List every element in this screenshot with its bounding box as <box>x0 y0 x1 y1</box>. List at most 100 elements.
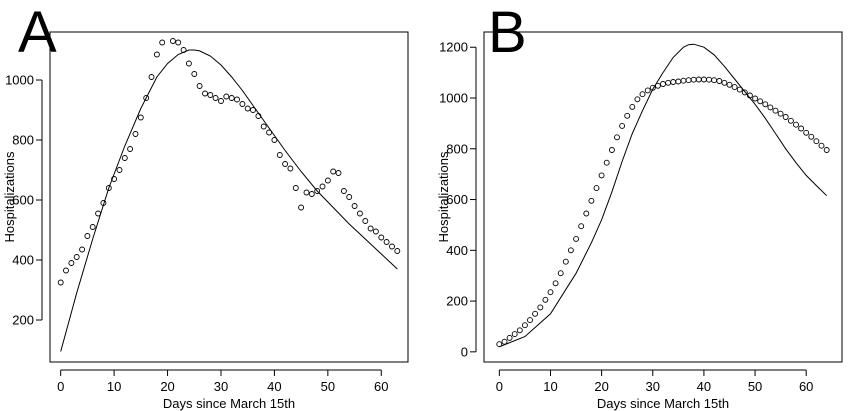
data-point <box>752 95 759 102</box>
data-point <box>685 77 692 84</box>
data-point <box>223 93 230 100</box>
data-point <box>196 83 203 89</box>
data-point <box>319 183 326 190</box>
data-point <box>772 107 779 114</box>
data-point <box>608 147 615 153</box>
data-point <box>501 338 508 345</box>
data-point <box>185 60 192 67</box>
data-point <box>266 129 273 136</box>
data-point <box>624 112 631 119</box>
data-point <box>282 161 289 167</box>
data-point <box>639 91 646 98</box>
data-point <box>303 189 310 196</box>
x-tick-label: 0 <box>57 379 64 394</box>
data-point <box>372 228 379 235</box>
data-point <box>787 117 794 124</box>
data-point <box>89 224 96 230</box>
data-point <box>362 218 369 224</box>
data-point <box>260 123 267 130</box>
data-point <box>557 270 564 277</box>
data-point <box>777 110 784 117</box>
data-point <box>532 310 539 317</box>
data-point <box>511 331 518 338</box>
data-point <box>351 203 358 209</box>
data-point <box>105 185 112 191</box>
x-tick-label: 40 <box>697 379 711 394</box>
data-point <box>335 170 342 176</box>
data-point <box>378 234 385 241</box>
data-point <box>148 74 155 80</box>
data-point <box>340 188 347 194</box>
x-tick-label: 30 <box>646 379 660 394</box>
data-point <box>762 101 769 108</box>
x-tick-label: 10 <box>543 379 557 394</box>
data-point <box>234 96 240 103</box>
x-tick-label: 10 <box>107 379 121 394</box>
x-tick-label: 40 <box>267 379 281 394</box>
x-tick-label: 20 <box>594 379 608 394</box>
x-tick-label: 60 <box>374 379 388 394</box>
data-point <box>670 79 677 85</box>
data-point <box>207 92 214 98</box>
x-axis-label: Days since March 15th <box>163 396 295 411</box>
data-point <box>603 159 610 166</box>
x-tick-label: 30 <box>214 379 228 394</box>
data-point <box>537 304 544 311</box>
data-point <box>757 98 764 105</box>
data-point <box>116 167 123 173</box>
y-tick-label: 800 <box>12 133 34 148</box>
data-point <box>394 248 401 254</box>
data-point <box>644 87 651 94</box>
data-point <box>567 247 574 254</box>
data-point <box>79 246 86 253</box>
y-tick-label: 1000 <box>439 91 468 106</box>
data-point <box>721 79 728 86</box>
y-tick-label: 200 <box>12 313 34 328</box>
data-point <box>169 38 176 44</box>
data-point <box>389 243 395 250</box>
data-point <box>330 168 337 175</box>
data-point <box>212 95 219 101</box>
data-point <box>244 105 251 112</box>
data-point <box>521 322 528 329</box>
data-point <box>547 289 554 296</box>
data-point <box>228 95 235 101</box>
data-point <box>660 81 666 87</box>
data-point <box>782 114 789 120</box>
data-point <box>598 172 605 179</box>
data-point <box>250 107 256 113</box>
y-tick-label: 1200 <box>439 40 468 55</box>
data-point <box>153 51 160 58</box>
data-point <box>813 138 820 145</box>
y-axis-label: Hospitalizations <box>2 151 17 243</box>
data-point <box>191 71 198 77</box>
data-point <box>84 233 91 239</box>
data-point <box>527 317 533 324</box>
data-point <box>143 95 150 101</box>
data-point <box>588 197 595 204</box>
data-point <box>695 76 702 83</box>
data-point <box>665 79 672 86</box>
data-point <box>63 267 69 274</box>
data-point <box>675 78 682 85</box>
y-axis-label: Hospitalizations <box>436 151 451 243</box>
data-point <box>808 133 815 140</box>
data-point <box>629 103 636 110</box>
data-point <box>634 96 641 103</box>
y-tick-label: 800 <box>446 141 468 156</box>
data-point <box>823 147 830 153</box>
data-point <box>716 78 723 84</box>
y-tick-label: 600 <box>12 193 34 208</box>
data-point <box>202 90 208 97</box>
data-point <box>159 39 166 46</box>
model-fit-line <box>60 49 398 352</box>
y-tick-label: 1000 <box>5 73 34 88</box>
model-fit-line <box>499 43 828 348</box>
data-point <box>132 131 139 137</box>
plot-frame <box>483 31 843 363</box>
data-point <box>57 279 64 286</box>
data-point <box>314 188 321 194</box>
data-point <box>68 260 75 266</box>
